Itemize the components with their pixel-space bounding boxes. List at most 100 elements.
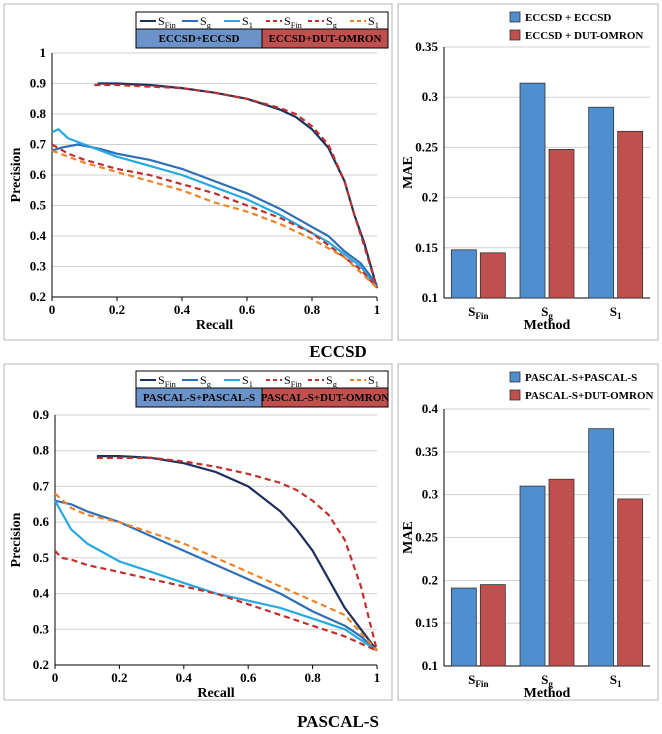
y-tick-label: 0.1: [422, 290, 438, 305]
legend-entry-label: S1: [368, 373, 379, 389]
series-line-s-1-solid: [54, 500, 378, 652]
legend-group-label: PASCAL-S+PASCAL-S: [143, 392, 255, 404]
section-title-eccsd: ECCSD: [309, 342, 367, 361]
series-line-s-1-dashed: [54, 492, 378, 652]
y-tick-label: 0.7: [30, 137, 47, 152]
pascal-mae-chart: 0.1 0.15 0.2 0.25 0.3 0.35 0.4 SFin Sg S1 Method MA…: [401, 371, 654, 701]
y-tick-label: 0.4: [33, 586, 50, 601]
category-label: Sg: [541, 304, 553, 321]
x-tick-label: 1: [374, 670, 381, 685]
bar-pascal-s-dut-omron: [479, 584, 506, 667]
bar-eccsd-dut-omron: [548, 149, 575, 299]
legend-entry-label: Sg: [200, 14, 212, 30]
x-axis-label: Recall: [197, 686, 234, 701]
y-tick-label: 0.4: [422, 401, 439, 416]
y-tick-label: 0.35: [415, 444, 438, 459]
series-line-s-g-solid: [54, 499, 378, 652]
y-tick-label: 0.3: [33, 621, 50, 636]
y-tick-label: 0.15: [415, 240, 438, 255]
legend-entry-label: ECCSD + ECCSD: [525, 12, 611, 24]
eccsd-pr-chart: 0.20.30.40.50.60.70.80.910 0.2 0.4 0.6 0.8 1R…: [9, 11, 389, 333]
bar-eccsd-dut-omron: [479, 252, 506, 299]
x-axis-label: Method: [524, 318, 571, 333]
y-axis-label: Precision: [9, 147, 24, 202]
x-tick-label: 0.6: [239, 302, 256, 317]
panel-frame-eccsd-pr: [3, 3, 393, 341]
y-axis-label: MAE: [401, 156, 416, 189]
series-line-s-1-solid: [51, 128, 378, 289]
legend-entry-label: SFin: [158, 373, 177, 389]
y-tick-label: 0.2: [422, 190, 438, 205]
legend-entry-label: Sg: [326, 373, 338, 389]
bar-pascal-s-pascal-s: [588, 428, 615, 667]
x-tick-label: 0: [52, 670, 59, 685]
series-line-s-g-dashed: [54, 549, 378, 652]
x-tick-label: 0.2: [111, 670, 127, 685]
legend-entry-label: S1: [242, 373, 253, 389]
bar-eccsd-eccsd: [588, 106, 615, 299]
x-tick-label: 0.6: [240, 670, 257, 685]
legend-entry-label: PASCAL-S+DUT-OMRON: [525, 390, 654, 402]
y-tick-label: 0.7: [33, 478, 50, 493]
series-line-s-fin-solid: [97, 82, 379, 289]
x-tick-label: 0: [49, 302, 56, 317]
bar-eccsd-dut-omron: [617, 130, 644, 299]
x-tick-label: 0.4: [174, 302, 191, 317]
bar-pascal-s-dut-omron: [548, 478, 575, 667]
bar-pascal-s-pascal-s: [450, 587, 477, 667]
y-tick-label: 0.3: [422, 487, 439, 502]
y-tick-label: 0.3: [422, 89, 439, 104]
legend-entry-label: SFin: [158, 14, 177, 30]
y-tick-label: 0.5: [33, 550, 50, 565]
x-axis-label: Method: [524, 686, 571, 701]
x-tick-label: 0.8: [304, 670, 321, 685]
y-tick-label: 0.9: [30, 76, 47, 91]
category-label: S1: [610, 672, 622, 689]
y-tick-label: 0.3: [30, 259, 47, 274]
y-tick-label: 0.5: [30, 198, 47, 213]
x-tick-label: 0.2: [109, 302, 125, 317]
legend-swatch: [509, 389, 521, 401]
legend-entry-label: Sg: [326, 14, 338, 30]
x-tick-label: 0.8: [304, 302, 321, 317]
category-label: SFin: [468, 672, 488, 689]
y-axis-label: Precision: [9, 512, 24, 567]
legend-entry-label: SFin: [284, 14, 303, 30]
y-tick-label: 1: [40, 45, 47, 60]
legend-entry-label: S1: [368, 14, 379, 30]
section-title-pascal: PASCAL-S: [297, 712, 379, 731]
y-tick-label: 0.35: [415, 39, 438, 54]
bar-pascal-s-pascal-s: [519, 485, 546, 667]
bar-pascal-s-dut-omron: [617, 498, 644, 667]
legend-group-box: [261, 387, 389, 408]
bar-eccsd-eccsd: [519, 82, 546, 299]
category-label: SFin: [468, 304, 488, 321]
series-line-s-fin-dashed: [94, 83, 379, 289]
panel-frame-pascal-pr: [3, 363, 393, 701]
y-tick-label: 0.15: [415, 615, 438, 630]
y-tick-label: 0.2: [422, 572, 438, 587]
x-tick-label: 1: [374, 302, 381, 317]
series-line-s-1-dashed: [51, 149, 378, 289]
y-tick-label: 0.6: [33, 514, 50, 529]
legend-entry-label: PASCAL-S+PASCAL-S: [525, 372, 637, 384]
pascal-pr-chart: 0.20.30.40.50.60.70.80.90 0.2 0.4 0.6 0.8 1Re…: [9, 370, 389, 701]
y-tick-label: 0.1: [422, 658, 438, 673]
bar-eccsd-eccsd: [450, 249, 477, 299]
category-label: S1: [610, 304, 622, 321]
y-tick-label: 0.9: [33, 407, 50, 422]
y-tick-label: 0.4: [30, 228, 47, 243]
legend-entry-label: S1: [242, 14, 253, 30]
legend-swatch: [509, 371, 521, 383]
category-label: Sg: [541, 672, 553, 689]
legend-entry-label: Sg: [200, 373, 212, 389]
legend-group-label: ECCSD+ECCSD: [159, 33, 240, 45]
legend-group-box: [261, 28, 389, 49]
legend-entry-label: SFin: [284, 373, 303, 389]
y-tick-label: 0.25: [415, 139, 438, 154]
y-tick-label: 0.2: [30, 289, 46, 304]
legend-entry-label: ECCSD + DUT-OMRON: [525, 30, 643, 42]
y-tick-label: 0.2: [33, 657, 49, 672]
x-axis-label: Recall: [196, 318, 233, 333]
